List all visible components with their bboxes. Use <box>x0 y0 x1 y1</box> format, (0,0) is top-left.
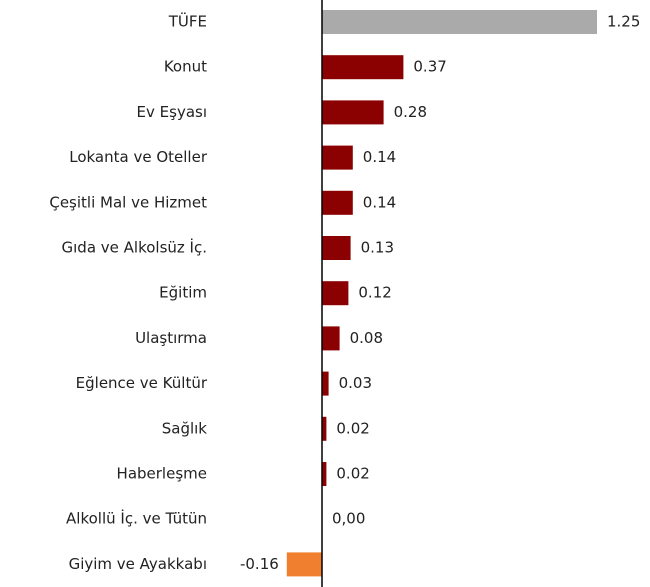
bar <box>321 416 327 441</box>
value-label: 0.03 <box>339 374 372 392</box>
bar <box>321 236 351 260</box>
bar <box>321 281 349 306</box>
category-label: Sağlık <box>162 419 208 437</box>
bar <box>321 190 353 215</box>
bar <box>321 326 340 351</box>
value-label: 0.14 <box>363 193 396 211</box>
bar <box>321 10 598 34</box>
value-label: 1.25 <box>607 13 640 31</box>
value-label: 0,00 <box>332 510 365 528</box>
category-label: Konut <box>164 58 207 76</box>
category-label: Haberleşme <box>117 465 207 483</box>
category-label: Ulaştırma <box>135 329 207 347</box>
value-label: 0.13 <box>361 239 394 257</box>
value-label: 0.37 <box>413 58 446 76</box>
category-label: Eğitim <box>159 284 207 302</box>
value-label: 0.02 <box>336 419 369 437</box>
category-label: Alkollü İç. ve Tütün <box>66 509 207 528</box>
category-label: Eğlence ve Kültür <box>76 374 208 392</box>
category-label: TÜFE <box>168 12 207 31</box>
category-label: Çeşitli Mal ve Hizmet <box>49 193 207 211</box>
category-label: Gıda ve Alkolsüz İç. <box>62 238 207 257</box>
bar <box>321 100 384 125</box>
bar <box>321 371 329 396</box>
value-label: 0.02 <box>336 465 369 483</box>
value-label: -0.16 <box>240 555 279 573</box>
value-label: 0.28 <box>394 103 427 121</box>
category-label: Giyim ve Ayakkabı <box>69 555 207 573</box>
value-label: 0.12 <box>358 284 391 302</box>
bar <box>321 462 327 486</box>
value-label: 0.14 <box>363 148 396 166</box>
value-label: 0.08 <box>350 329 383 347</box>
category-label: Lokanta ve Oteller <box>69 148 208 166</box>
bar <box>321 145 353 170</box>
category-label: Ev Eşyası <box>137 103 207 121</box>
bar <box>321 55 404 80</box>
bar <box>286 552 322 577</box>
